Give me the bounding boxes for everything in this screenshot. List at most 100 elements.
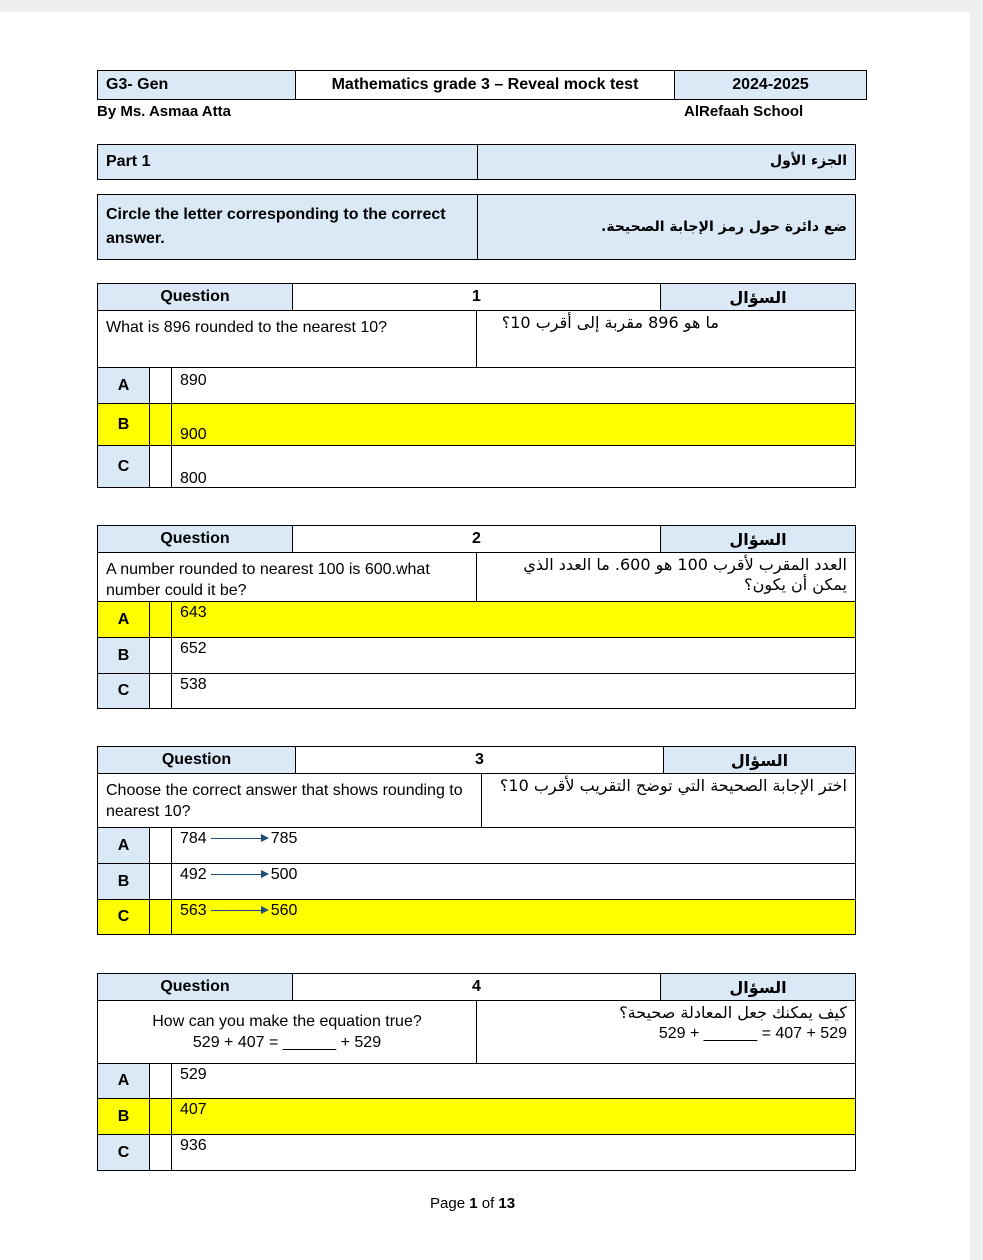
option-value: 643: [172, 602, 855, 637]
current-page: 1: [469, 1195, 478, 1212]
option-letter[interactable]: C: [98, 900, 150, 934]
option-a[interactable]: A 784 785: [97, 828, 856, 864]
question-label: Question: [98, 974, 293, 1000]
option-b[interactable]: B 900: [97, 404, 856, 446]
question-text: What is 896 rounded to the nearest 10?: [98, 311, 477, 367]
option-value: 538: [172, 674, 855, 708]
option-value: 492 500: [172, 864, 855, 899]
school: AlRefaah School: [684, 103, 804, 120]
instruction-ar: ضع دائرة حول رمز الإجابة الصحيحة.: [601, 219, 847, 235]
option-blank-cell: [150, 1135, 172, 1170]
option-a[interactable]: A 529: [97, 1064, 856, 1099]
arrow-right-icon: [210, 870, 269, 879]
option-blank-cell: [150, 446, 172, 487]
page-number: Page 1 of 13: [430, 1195, 515, 1212]
option-b[interactable]: B 652: [97, 638, 856, 674]
question-text-ar: العدد المقرب لأقرب 100 هو 600. ما العدد …: [477, 553, 855, 601]
instruction-table: Circle the letter corresponding to the c…: [97, 194, 856, 260]
question-number: 2: [293, 526, 661, 552]
option-letter[interactable]: B: [98, 404, 150, 445]
option-value-text: 784: [180, 830, 207, 847]
option-value-text: 652: [180, 640, 207, 657]
question-label: Question: [98, 526, 293, 552]
option-value: 890: [172, 368, 855, 403]
option-c[interactable]: C 538: [97, 674, 856, 709]
option-blank-cell: [150, 638, 172, 673]
option-blank-cell: [150, 900, 172, 934]
question-text-en: A number rounded to nearest 100 is 600.w…: [106, 561, 430, 599]
option-value-text: 936: [180, 1137, 207, 1154]
option-c[interactable]: C 563 560: [97, 900, 856, 935]
question-text-ar: كيف يمكنك جعل المعادلة صحيحة؟ 529 + _____…: [477, 1001, 855, 1063]
option-value-text: 890: [180, 372, 207, 389]
question-text-arabic: اختر الإجابة الصحيحة التي توضح التقريب ل…: [499, 776, 847, 795]
option-blank-cell: [150, 674, 172, 708]
grade-cell: G3- Gen: [98, 71, 296, 99]
option-b[interactable]: B 407: [97, 1099, 856, 1135]
question-text-ar: ما هو 896 مقربة إلى أقرب 10؟: [477, 311, 855, 367]
option-value-text: 407: [180, 1101, 207, 1118]
question-label-ar: السؤال: [661, 974, 855, 1000]
option-letter[interactable]: C: [98, 446, 150, 487]
option-letter[interactable]: A: [98, 368, 150, 403]
option-value-text: 538: [180, 676, 207, 693]
author: By Ms. Asmaa Atta: [97, 103, 231, 120]
question-text-en: Choose the correct answer that shows rou…: [106, 782, 463, 820]
header-table: G3- Gen Mathematics grade 3 – Reveal moc…: [97, 70, 867, 100]
option-value: 936: [172, 1135, 855, 1170]
option-letter[interactable]: A: [98, 602, 150, 637]
option-value-text: 800: [180, 470, 207, 487]
option-letter[interactable]: C: [98, 1135, 150, 1170]
option-a[interactable]: A 643: [97, 602, 856, 638]
year-cell: 2024-2025: [675, 71, 866, 99]
option-rounded-value: 560: [270, 902, 298, 919]
question-3-table: Question 3 السؤال Choose the correct ans…: [97, 746, 856, 935]
option-blank-cell: [150, 864, 172, 899]
option-value: 407: [172, 1099, 855, 1134]
option-rounded-value: 500: [270, 866, 298, 883]
page-prefix: Page: [430, 1195, 466, 1212]
question-number: 1: [293, 284, 661, 310]
option-rounded-value: 785: [270, 830, 298, 847]
total-pages: 13: [498, 1195, 516, 1212]
option-a[interactable]: A 890: [97, 368, 856, 404]
page-of: of: [481, 1195, 495, 1212]
title-cell: Mathematics grade 3 – Reveal mock test: [296, 71, 675, 99]
question-number: 3: [296, 747, 664, 773]
option-letter[interactable]: B: [98, 1099, 150, 1134]
part-ar: الجزء الأول: [770, 153, 847, 169]
question-label: Question: [98, 284, 293, 310]
option-letter[interactable]: A: [98, 828, 150, 863]
option-c[interactable]: C 936: [97, 1135, 856, 1171]
option-blank-cell: [150, 368, 172, 403]
option-value-text: 492: [180, 866, 207, 883]
option-letter[interactable]: B: [98, 864, 150, 899]
part-table: Part 1 الجزء الأول: [97, 144, 856, 180]
question-text-arabic: ما هو 896 مقربة إلى أقرب 10؟: [501, 313, 719, 332]
option-letter[interactable]: B: [98, 638, 150, 673]
option-blank-cell: [150, 602, 172, 637]
question-text: A number rounded to nearest 100 is 600.w…: [98, 553, 477, 601]
option-blank-cell: [150, 1064, 172, 1098]
option-value-text: 643: [180, 604, 207, 621]
option-value: 652: [172, 638, 855, 673]
option-letter[interactable]: A: [98, 1064, 150, 1098]
option-b[interactable]: B 492 500: [97, 864, 856, 900]
option-c[interactable]: C 800: [97, 446, 856, 488]
question-number: 4: [293, 974, 661, 1000]
question-text-ar: اختر الإجابة الصحيحة التي توضح التقريب ل…: [482, 774, 855, 827]
arrow-right-icon: [210, 906, 269, 915]
question-label: Question: [98, 747, 296, 773]
question-4-table: Question 4 السؤال How can you make the e…: [97, 973, 856, 1171]
arrow-right-icon: [210, 834, 269, 843]
equation-ar: 529 + ______ = 407 + 529: [658, 1025, 847, 1042]
equation-en: 529 + 407 = ______ + 529: [192, 1034, 382, 1051]
option-value: 529: [172, 1064, 855, 1098]
option-letter[interactable]: C: [98, 674, 150, 708]
question-text-en: How can you make the equation true?: [152, 1013, 422, 1030]
option-value-text: 563: [180, 902, 207, 919]
option-value: 784 785: [172, 828, 855, 863]
option-value: 800: [172, 446, 855, 487]
question-text-arabic: العدد المقرب لأقرب 100 هو 600. ما العدد …: [523, 555, 847, 594]
option-blank-cell: [150, 1099, 172, 1134]
